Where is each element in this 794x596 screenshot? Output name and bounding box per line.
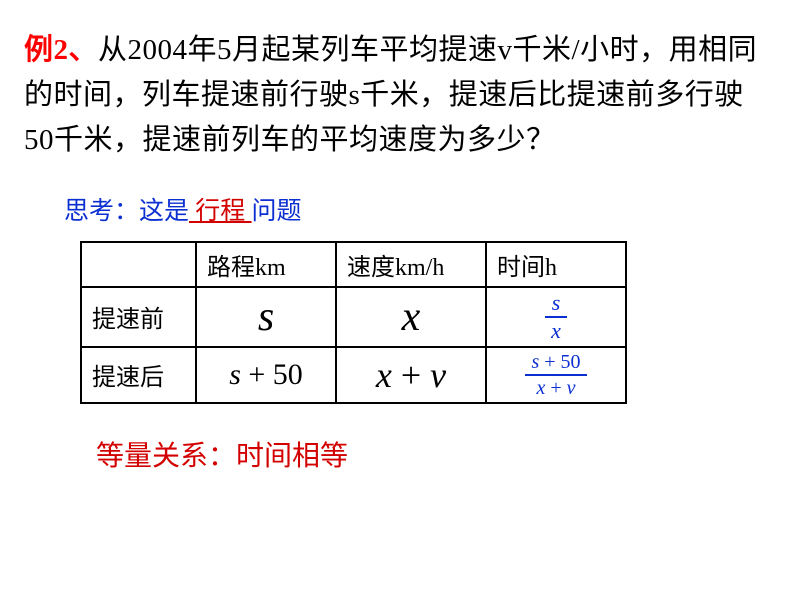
fraction-before: s x [545,292,567,342]
fraction-after: s + 50 x + v [525,352,586,398]
row-label-before: 提速前 [81,287,196,347]
table-row: 提速前 s x s x [81,287,626,347]
cell-time-after: s + 50 x + v [486,347,626,403]
think-suffix: 问题 [252,198,302,225]
row-label-after: 提速后 [81,347,196,403]
header-speed: 速度km/h [336,242,486,287]
think-label: 思考：这是 [64,198,189,225]
cell-distance-before: s [196,287,336,347]
cell-speed-after: x + v [336,347,486,403]
equal-relation: 等量关系：时间相等 [96,434,770,474]
fraction-num: s + 50 [525,352,586,376]
cell-speed-before: x [336,287,486,347]
fraction-num: s [545,292,567,318]
data-table: 路程km 速度km/h 时间h 提速前 s x s x 提速后 s + 50 x… [80,241,627,404]
example-prefix: 例2、 [24,34,98,66]
think-answer: 行程 [189,198,252,225]
cell-distance-after: s + 50 [196,347,336,403]
header-distance: 路程km [196,242,336,287]
slide-page: 例2、从2004年5月起某列车平均提速v千米/小时，用相同的时间，列车提速前行驶… [0,0,794,596]
problem-body: 从2004年5月起某列车平均提速v千米/小时，用相同的时间，列车提速前行驶s千米… [24,34,757,156]
table-header-row: 路程km 速度km/h 时间h [81,242,626,287]
header-time: 时间h [486,242,626,287]
think-row: 思考：这是 行程 问题 [64,191,770,227]
table-row: 提速后 s + 50 x + v s + 50 x + v [81,347,626,403]
fraction-den: x + v [525,376,586,398]
fraction-den: x [545,318,567,342]
data-table-wrap: 路程km 速度km/h 时间h 提速前 s x s x 提速后 s + 50 x… [80,241,770,404]
header-blank [81,242,196,287]
cell-time-before: s x [486,287,626,347]
problem-statement: 例2、从2004年5月起某列车平均提速v千米/小时，用相同的时间，列车提速前行驶… [24,28,770,163]
